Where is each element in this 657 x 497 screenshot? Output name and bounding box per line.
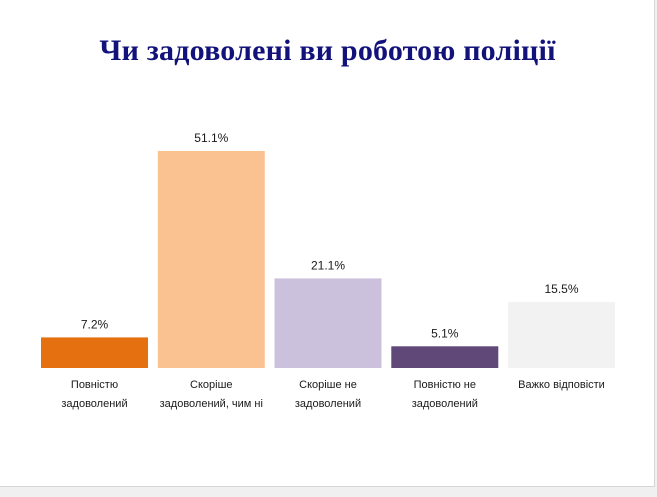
- category-label-2: Скоріше задоволений, чим ні: [160, 379, 263, 410]
- bar-2: [157, 151, 265, 368]
- category-labels-layer: Повністю задоволений Скоріше задоволений, ч…: [61, 379, 604, 410]
- bar-5: [508, 302, 615, 368]
- category-label-4: Повністю не задоволений: [412, 379, 478, 410]
- value-label-1: 7.2%: [81, 317, 109, 331]
- chart-title: Чи задоволені ви роботою поліції: [99, 34, 556, 67]
- value-label-3: 21.1%: [311, 258, 345, 272]
- value-label-5: 15.5%: [544, 282, 578, 296]
- bar-chart: 7.2% 51.1% 21.1% 5.1% 15.5% Повністю задоволе…: [41, 131, 615, 410]
- value-label-2: 51.1%: [194, 131, 228, 145]
- bar-4: [391, 346, 499, 368]
- value-labels-layer: 7.2% 51.1% 21.1% 5.1% 15.5%: [81, 131, 579, 340]
- slide: Чи задоволені ви роботою поліції 7.2% 51.…: [0, 0, 655, 487]
- bars-layer: [41, 151, 615, 368]
- bar-3: [274, 278, 382, 368]
- category-label-5: Важко відповісти: [518, 379, 605, 391]
- category-label-1: Повністю задоволений: [61, 379, 127, 410]
- bar-1: [41, 337, 148, 368]
- category-label-3: Скоріше не задоволений: [295, 379, 361, 410]
- value-label-4: 5.1%: [431, 326, 459, 340]
